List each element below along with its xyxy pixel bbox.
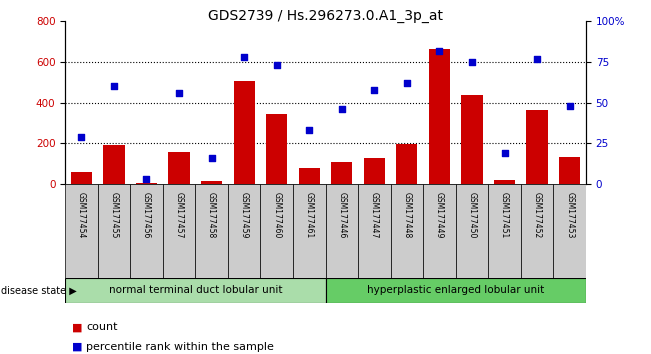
Bar	[266, 114, 287, 184]
Text: GSM177458: GSM177458	[207, 192, 216, 238]
Bar	[429, 49, 450, 184]
Bar	[169, 152, 189, 184]
Text: GSM177459: GSM177459	[240, 192, 249, 238]
Text: ■: ■	[72, 342, 82, 352]
Text: count: count	[86, 322, 117, 332]
Point	[434, 48, 445, 53]
Text: GSM177452: GSM177452	[533, 192, 542, 238]
Bar	[331, 162, 352, 184]
Point	[141, 176, 152, 182]
Text: GSM177448: GSM177448	[402, 192, 411, 238]
Bar	[71, 172, 92, 184]
Bar	[521, 184, 553, 278]
Bar	[527, 110, 547, 184]
Point	[337, 106, 347, 112]
Text: GSM177451: GSM177451	[500, 192, 509, 238]
Text: ■: ■	[72, 322, 82, 332]
Text: GSM177461: GSM177461	[305, 192, 314, 238]
Bar	[201, 181, 222, 184]
Text: disease state ▶: disease state ▶	[1, 285, 76, 295]
Bar	[456, 184, 488, 278]
Text: GSM177456: GSM177456	[142, 192, 151, 238]
Bar	[559, 156, 580, 184]
Point	[369, 87, 380, 92]
Bar	[293, 184, 326, 278]
Point	[239, 54, 249, 60]
Bar	[358, 184, 391, 278]
Bar	[494, 180, 515, 184]
Text: percentile rank within the sample: percentile rank within the sample	[86, 342, 274, 352]
Text: GSM177453: GSM177453	[565, 192, 574, 238]
Bar	[195, 184, 228, 278]
Text: GSM177450: GSM177450	[467, 192, 477, 238]
Bar	[396, 144, 417, 184]
Bar	[326, 184, 358, 278]
Bar	[98, 184, 130, 278]
Bar	[423, 184, 456, 278]
Text: GDS2739 / Hs.296273.0.A1_3p_at: GDS2739 / Hs.296273.0.A1_3p_at	[208, 9, 443, 23]
Bar	[326, 278, 586, 303]
Bar	[130, 184, 163, 278]
Point	[402, 80, 412, 86]
Bar	[553, 184, 586, 278]
Text: GSM177446: GSM177446	[337, 192, 346, 238]
Bar	[104, 145, 124, 184]
Text: GSM177457: GSM177457	[174, 192, 184, 238]
Text: GSM177454: GSM177454	[77, 192, 86, 238]
Point	[467, 59, 477, 65]
Point	[76, 134, 87, 140]
Bar	[65, 184, 98, 278]
Bar	[488, 184, 521, 278]
Bar	[364, 158, 385, 184]
Point	[109, 84, 119, 89]
Text: GSM177455: GSM177455	[109, 192, 118, 238]
Bar	[260, 184, 293, 278]
Point	[271, 62, 282, 68]
Bar	[65, 278, 326, 303]
Point	[499, 150, 510, 156]
Bar	[462, 95, 482, 184]
Text: GSM177449: GSM177449	[435, 192, 444, 238]
Text: GSM177447: GSM177447	[370, 192, 379, 238]
Point	[304, 127, 314, 133]
Point	[206, 155, 217, 161]
Text: normal terminal duct lobular unit: normal terminal duct lobular unit	[109, 285, 282, 295]
Point	[174, 90, 184, 96]
Text: GSM177460: GSM177460	[272, 192, 281, 238]
Bar	[299, 168, 320, 184]
Text: hyperplastic enlarged lobular unit: hyperplastic enlarged lobular unit	[367, 285, 544, 295]
Bar	[234, 81, 255, 184]
Point	[532, 56, 542, 62]
Bar	[163, 184, 195, 278]
Bar	[136, 183, 157, 184]
Bar	[391, 184, 423, 278]
Bar	[228, 184, 260, 278]
Point	[564, 103, 575, 109]
